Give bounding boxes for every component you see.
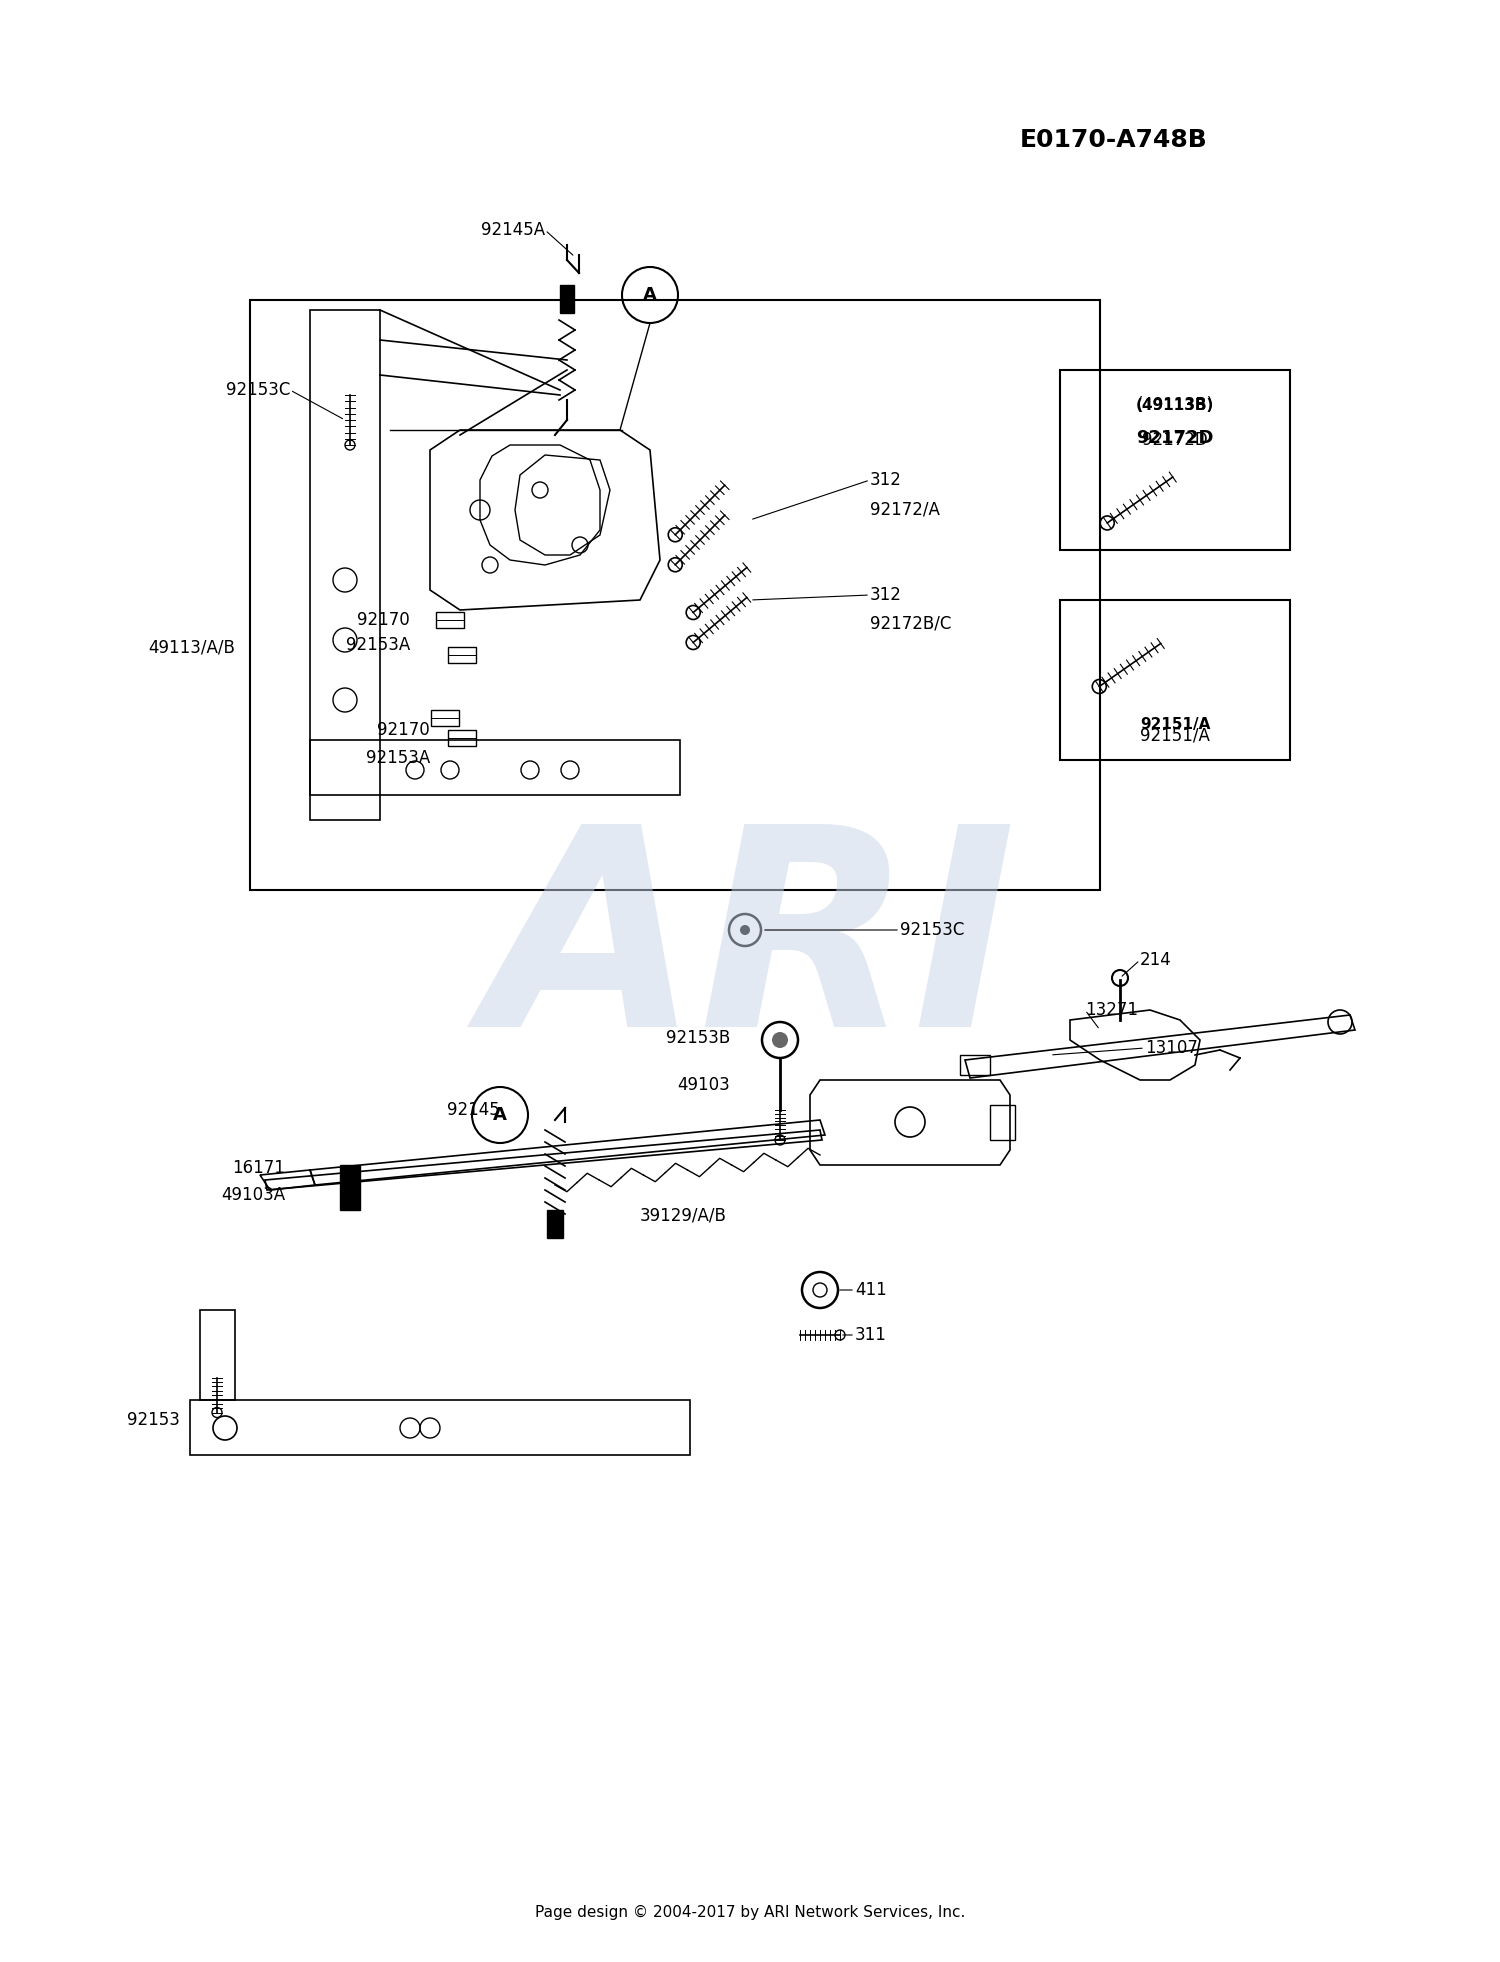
Bar [436, 612, 463, 628]
Circle shape [686, 636, 700, 649]
Text: Page design © 2004-2017 by ARI Network Services, Inc.: Page design © 2004-2017 by ARI Network S… [536, 1905, 964, 1919]
Text: 92153A: 92153A [366, 749, 430, 767]
Bar [430, 710, 459, 726]
Text: 49113/A/B: 49113/A/B [148, 640, 236, 657]
Text: 92151/A: 92151/A [1140, 726, 1210, 744]
Text: 312: 312 [870, 471, 901, 489]
Circle shape [836, 1330, 844, 1340]
Text: 92170: 92170 [378, 720, 430, 740]
Bar [448, 730, 476, 746]
Text: 214: 214 [1140, 952, 1172, 969]
Bar [251, 300, 1100, 891]
Circle shape [669, 557, 682, 571]
Bar [1060, 371, 1290, 549]
Circle shape [669, 528, 682, 542]
Text: 311: 311 [855, 1326, 886, 1344]
Circle shape [686, 606, 700, 620]
Text: 39129/A/B: 39129/A/B [640, 1207, 728, 1224]
Bar [990, 1105, 1016, 1140]
Bar [310, 310, 380, 820]
Bar [448, 647, 476, 663]
Text: 92145: 92145 [447, 1101, 500, 1118]
Text: E0170-A748B: E0170-A748B [1020, 128, 1208, 151]
Bar [1060, 600, 1290, 759]
Text: 13271: 13271 [1084, 1001, 1138, 1018]
Circle shape [776, 1134, 784, 1146]
Text: 92172D: 92172D [1137, 430, 1214, 447]
Circle shape [740, 924, 750, 936]
Circle shape [1100, 516, 1114, 530]
Circle shape [772, 1032, 788, 1048]
Text: A: A [644, 286, 657, 304]
Text: 92172/A: 92172/A [870, 500, 940, 520]
Text: (49113B): (49113B) [1137, 396, 1214, 414]
Text: 312: 312 [870, 587, 901, 604]
Bar [340, 1165, 360, 1211]
Bar [560, 284, 574, 314]
Text: 92153B: 92153B [666, 1028, 730, 1048]
Text: 92172D: 92172D [1142, 432, 1208, 449]
Circle shape [1092, 679, 1107, 693]
Text: 13107: 13107 [1144, 1040, 1198, 1058]
Text: (49113B): (49113B) [1136, 398, 1214, 412]
Text: 411: 411 [855, 1281, 886, 1299]
Text: 92153: 92153 [128, 1411, 180, 1428]
Text: 92153C: 92153C [900, 920, 964, 940]
Text: 92151/A: 92151/A [1140, 718, 1210, 732]
Text: 49103: 49103 [678, 1075, 730, 1095]
Text: 92170: 92170 [357, 610, 410, 630]
Text: 49103A: 49103A [220, 1185, 285, 1205]
Text: 92172B/C: 92172B/C [870, 614, 951, 632]
Text: 92153A: 92153A [345, 636, 410, 653]
Text: A: A [494, 1107, 507, 1124]
Text: ARI: ARI [484, 814, 1016, 1085]
Bar [960, 1056, 990, 1075]
Bar [190, 1401, 690, 1456]
Circle shape [762, 1022, 798, 1058]
Text: 92145A: 92145A [482, 222, 544, 239]
Bar [310, 740, 680, 795]
Bar [548, 1211, 562, 1238]
Text: 92153C: 92153C [225, 381, 290, 398]
Text: 16171: 16171 [232, 1160, 285, 1177]
Circle shape [211, 1407, 222, 1417]
Circle shape [345, 439, 355, 449]
